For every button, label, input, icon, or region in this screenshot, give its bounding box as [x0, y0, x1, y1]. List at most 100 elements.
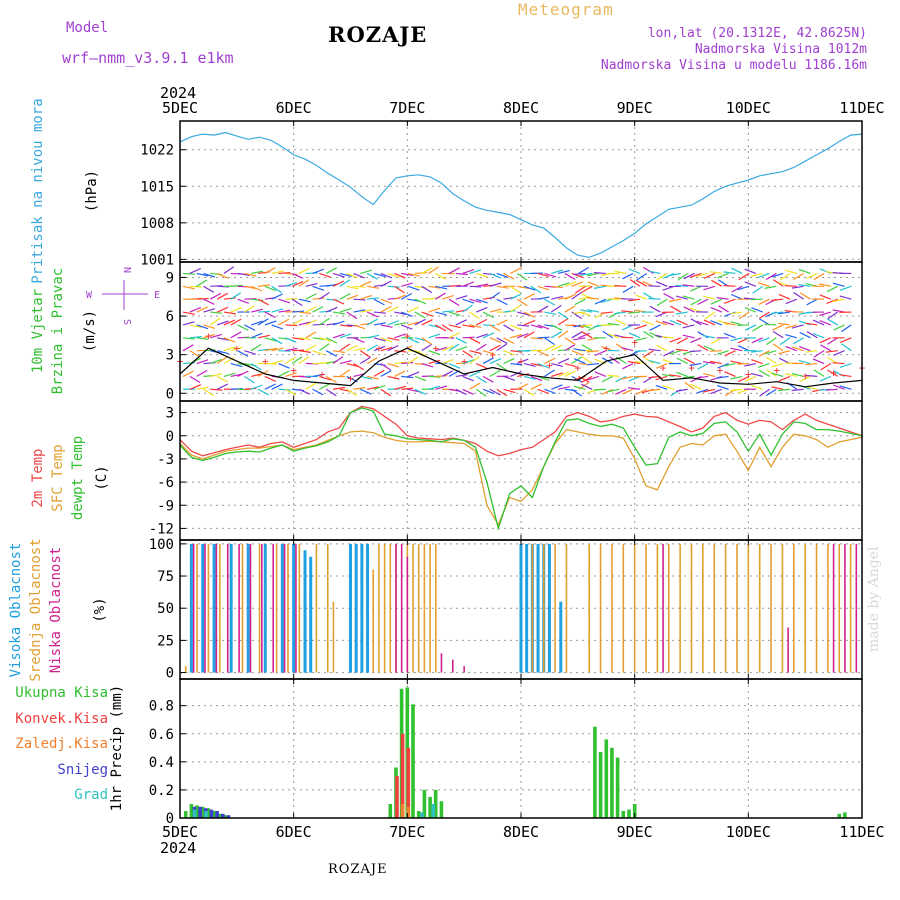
wind-barb [380, 280, 392, 287]
wind-barb [407, 272, 420, 277]
wind-barb [771, 362, 784, 368]
wind-barb [469, 356, 480, 365]
wind-barb [503, 375, 516, 381]
wind-barb [360, 375, 373, 380]
wind-barb [675, 284, 688, 287]
wind-gust-mark: + [660, 362, 667, 375]
wind-barb [642, 266, 654, 274]
y-tick-label: 75 [157, 569, 174, 585]
wind-speed-line [179, 347, 863, 388]
precip-bar [204, 811, 208, 818]
wind-barb [305, 319, 317, 326]
wind-barb [778, 311, 791, 315]
wind-barb [285, 324, 298, 327]
wind-barb [730, 321, 743, 326]
wind-barb [353, 285, 366, 288]
wind-barb [441, 359, 454, 365]
wind-barb [482, 332, 495, 339]
wind-barb [298, 321, 311, 326]
wind-barb [684, 381, 695, 390]
wind-barb [825, 388, 838, 391]
y-tick-label: 3 [166, 348, 174, 364]
wind-barb [607, 333, 620, 339]
wind-barb [476, 283, 489, 287]
wind-barb [435, 311, 448, 316]
wind-barb [462, 304, 473, 313]
wind-barb [339, 292, 351, 300]
precip-bar [209, 809, 214, 818]
wind-barb [292, 310, 305, 313]
wind-barb [675, 311, 688, 315]
wind-barb [196, 272, 209, 277]
wind-barb [250, 343, 262, 352]
wind-barb [723, 362, 736, 367]
wind-barb [182, 272, 196, 275]
wind-barb [564, 337, 576, 345]
wind-barb [257, 284, 270, 287]
wind-barb [394, 294, 406, 300]
wind-barb [717, 350, 729, 355]
panel-frame [179, 400, 863, 541]
wind-barb [394, 361, 407, 365]
wind-barb [683, 357, 695, 365]
wind-barb [483, 324, 496, 327]
wind-barb [387, 285, 400, 288]
wind-barb [285, 388, 297, 396]
wind-gust-mark: + [432, 342, 439, 355]
wind-barb [717, 272, 729, 279]
wind-barb [635, 388, 648, 395]
wind-barb [634, 350, 647, 352]
wind-barb [557, 282, 570, 287]
wind-barb [573, 337, 586, 341]
wind-barb [367, 375, 379, 380]
wind-barb [709, 360, 722, 365]
wind-barb [407, 356, 419, 365]
wind-barb [257, 388, 269, 396]
wind-barb [496, 285, 509, 289]
temperature-line-1 [179, 428, 863, 527]
wind-barb [257, 348, 270, 352]
wind-barb [523, 331, 535, 339]
wind-barb [510, 267, 522, 274]
wind-barb [339, 343, 351, 352]
wind-barb [216, 292, 228, 300]
wind-barb [711, 279, 723, 287]
wind-barb [798, 284, 811, 287]
wind-barb [496, 319, 508, 326]
wind-barb [593, 388, 606, 391]
wind-barb [772, 343, 784, 352]
y-tick-label: 6 [166, 309, 174, 325]
wind-barb [724, 371, 736, 377]
wind-barb [833, 384, 845, 390]
wind-barb [827, 369, 839, 377]
wind-barb [663, 350, 675, 357]
wind-barb [839, 285, 852, 291]
y-tick-label: 9 [166, 270, 174, 286]
wind-barb [455, 337, 467, 344]
wind-barb [401, 282, 413, 287]
wind-barb [400, 292, 413, 300]
wind-gust-mark: + [205, 329, 212, 342]
wind-barb [305, 382, 317, 390]
wind-barb [689, 362, 702, 366]
y-tick-label: -6 [157, 475, 174, 491]
wind-barb [537, 272, 550, 278]
wind-barb [346, 285, 359, 290]
wind-barb [530, 383, 542, 390]
wind-barb [730, 311, 743, 315]
wind-barb [353, 337, 365, 344]
wind-barb [544, 344, 556, 352]
wind-barb [237, 298, 250, 304]
wind-barb [564, 272, 576, 281]
wind-barb [244, 350, 256, 355]
pressure-unit: (hPa) [84, 170, 100, 212]
wind-barb [251, 320, 263, 326]
wind-barb [557, 330, 569, 339]
wind-barb [827, 311, 839, 320]
wind-barb [616, 343, 627, 352]
wind-barb [587, 272, 600, 277]
precip-legend-item: Ukupna Kisa [15, 685, 108, 701]
compass-east: E [154, 290, 160, 301]
precip-bar [439, 801, 444, 818]
wind-barb [203, 324, 216, 329]
